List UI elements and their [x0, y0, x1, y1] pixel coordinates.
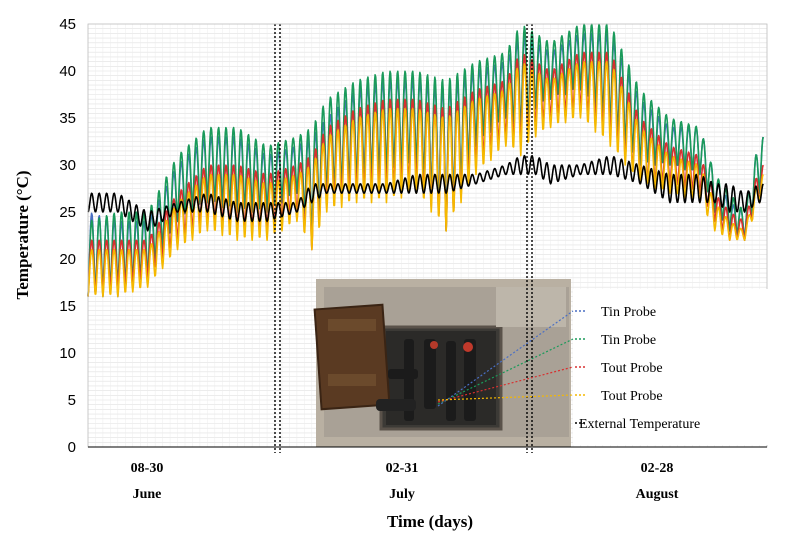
series-line — [87, 154, 764, 232]
legend-label: Tout Probe — [601, 361, 663, 376]
inset-photo — [313, 279, 571, 447]
legend-label: Tin Probe — [601, 333, 656, 348]
legend-leader-line — [437, 338, 574, 405]
chart-legend: Tin Probe Tin Probe Tout Probe Tout Probe Ex… — [437, 289, 778, 445]
period-month-label: July — [389, 487, 415, 502]
series-line — [87, 60, 764, 298]
y-tick-label: 20 — [59, 251, 76, 268]
y-tick-label: 30 — [59, 157, 76, 174]
photo-lid-bar — [328, 319, 376, 331]
period-range-label: 02-31 — [386, 461, 419, 476]
y-tick-label: 25 — [59, 204, 76, 221]
photo-concrete — [496, 287, 566, 327]
legend-box — [573, 289, 778, 445]
y-tick-label: 45 — [59, 16, 76, 33]
period-breaks — [274, 24, 533, 453]
x-axis-title: Time (days) — [387, 512, 473, 531]
photo-pipe — [424, 339, 436, 409]
period-month-label: June — [133, 487, 162, 502]
legend-label: Tout Probe — [601, 389, 663, 404]
y-tick-label: 5 — [68, 392, 76, 409]
y-tick-label: 15 — [59, 298, 76, 315]
y-tick-label: 10 — [59, 345, 76, 362]
y-tick-label: 40 — [59, 63, 76, 80]
chart-series-group — [87, 23, 764, 298]
y-tick-label: 35 — [59, 110, 76, 127]
photo-pipe — [446, 341, 456, 421]
y-axis-title: Temperature (°C) — [13, 170, 32, 299]
photo-valve — [430, 341, 438, 349]
photo-pipe — [388, 369, 418, 379]
legend-label: Tin Probe — [601, 305, 656, 320]
period-range-label: 02-28 — [641, 461, 674, 476]
photo-valve — [463, 342, 473, 352]
y-tick-label: 0 — [68, 439, 76, 456]
legend-leader-line — [437, 366, 574, 403]
legend-leader-line — [437, 310, 574, 407]
photo-lid-bar — [328, 374, 376, 386]
chart-axes: 0 5 10 15 20 25 30 35 40 45 08-30 June 02-31 July 02-2… — [59, 16, 768, 502]
legend-leader-line — [437, 394, 574, 401]
period-month-label: August — [636, 487, 679, 502]
legend-label: External Temperature — [579, 417, 700, 432]
photo-pipe — [464, 339, 476, 421]
period-range-label: 08-30 — [131, 461, 164, 476]
photo-pipe — [376, 399, 416, 411]
